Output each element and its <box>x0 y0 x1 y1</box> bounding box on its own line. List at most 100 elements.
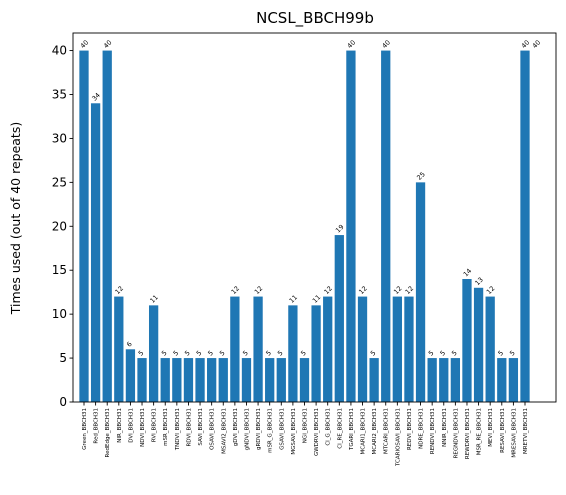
data-label: 5 <box>241 349 250 358</box>
x-tick-label: mSR_G_BBCH31 <box>268 408 274 453</box>
bar <box>299 358 310 402</box>
data-label: 12 <box>114 284 126 296</box>
data-label: 5 <box>160 349 169 358</box>
data-label: 40 <box>102 38 114 50</box>
y-tick-label: 0 <box>59 395 67 409</box>
y-axis-label: Times used (out of 40 repeats) <box>8 122 23 315</box>
x-tick-label: RESAVI_BBCH31 <box>500 408 506 453</box>
x-tick-label: NNIR_BBCH31 <box>442 408 448 447</box>
data-label-extra: 40 <box>531 38 543 50</box>
bar <box>195 358 205 402</box>
x-tick-label: GWDRVI_BBCH31 <box>314 408 320 456</box>
data-label: 40 <box>79 38 91 50</box>
x-tick-label: gDVI_BBCH31 <box>233 408 239 446</box>
data-label: 25 <box>415 170 427 182</box>
data-label: 12 <box>253 284 265 296</box>
y-tick-label: 40 <box>52 44 67 58</box>
x-tick-label: gRDVI_BBCH31 <box>256 408 262 450</box>
data-label: 5 <box>450 349 459 358</box>
x-tick-label: CI_RE_BBCH31 <box>337 408 343 449</box>
data-label: 5 <box>497 349 506 358</box>
x-tick-label: CI_G_BBCH31 <box>326 408 332 446</box>
data-label: 40 <box>520 38 532 50</box>
x-tick-label: NDVI_BBCH31 <box>140 408 146 447</box>
x-tick-label: OSAVI_BBCH31 <box>210 408 216 450</box>
bar <box>288 305 298 402</box>
chart-title: NCSL_BBCH99b <box>256 9 374 28</box>
x-tick-label: REWDRVI_BBCH31 <box>465 408 471 459</box>
plot-area: 40 Green_BBCH31 34 Red_BBCH31 40 RedEdge_BBCH… <box>52 32 557 467</box>
bar <box>265 358 275 402</box>
x-tick-label: RDVI_BBCH31 <box>186 408 192 447</box>
data-label: 5 <box>264 349 273 358</box>
x-tick-label: Green_BBCH31 <box>82 408 88 450</box>
bar <box>218 358 228 402</box>
y-tick-label: 25 <box>52 175 67 189</box>
data-label: 5 <box>195 349 204 358</box>
bar <box>125 349 136 402</box>
x-tick-label: MGSAVI_BBCH31 <box>291 408 297 455</box>
data-label: 5 <box>206 349 215 358</box>
x-tick-label: MRETVI_BBCH31 <box>523 408 529 454</box>
bar <box>392 296 402 402</box>
bar <box>114 296 124 402</box>
data-label: 5 <box>299 349 308 358</box>
data-label: 12 <box>404 284 416 296</box>
bar <box>462 279 472 402</box>
y-tick-label: 30 <box>52 131 67 145</box>
x-tick-label: Red_BBCH31 <box>94 408 100 444</box>
bar <box>404 296 414 402</box>
data-label: 5 <box>439 349 448 358</box>
x-tick-label: RENDVI_BBCH31 <box>430 408 436 454</box>
bar <box>497 358 507 402</box>
data-label: 5 <box>183 349 192 358</box>
x-tick-label: RedEdge_BBCH31 <box>105 408 111 457</box>
x-tick-label: MRESAVI_BBCH31 <box>511 408 517 458</box>
x-tick-label: TGARI_BBCH31 <box>349 408 355 451</box>
data-label: 12 <box>357 284 369 296</box>
bar <box>473 287 484 402</box>
bar <box>148 305 159 402</box>
data-label: 19 <box>334 223 346 235</box>
data-label: 5 <box>276 349 285 358</box>
x-tick-label: gNDVI_BBCH31 <box>244 408 250 450</box>
bar <box>439 358 449 402</box>
x-tick-label: NGI_BBCH31 <box>303 408 309 443</box>
bar <box>334 235 344 402</box>
data-label: 6 <box>125 340 134 349</box>
x-tick-label: MCARI1_BBCH31 <box>361 408 367 454</box>
x-tick-label: REDVI_BBCH31 <box>407 408 413 450</box>
bar <box>172 358 182 402</box>
bar <box>520 50 530 402</box>
y-tick-label: 5 <box>59 351 67 365</box>
data-label: 11 <box>311 293 323 305</box>
bar <box>90 103 101 402</box>
bar <box>102 50 112 402</box>
data-label: 5 <box>369 349 378 358</box>
x-tick-label: TNDVI_BBCH31 <box>175 408 181 451</box>
x-tick-label: MSAVI2_BBCH31 <box>221 408 227 454</box>
bar <box>183 358 194 402</box>
y-tick-label: 10 <box>52 307 67 321</box>
data-label: 5 <box>137 349 146 358</box>
bar <box>241 358 252 402</box>
x-tick-label: NIR_BBCH31 <box>117 408 123 443</box>
bar <box>485 296 495 402</box>
data-label: 14 <box>462 267 474 279</box>
bar <box>160 358 170 402</box>
bar <box>207 358 217 402</box>
data-label: 12 <box>322 284 334 296</box>
bar <box>427 358 437 402</box>
data-label: 34 <box>90 91 102 103</box>
bar <box>415 182 426 402</box>
x-tick-label: NDRE_BBCH31 <box>419 408 425 449</box>
x-tick-label: GSAVI_BBCH31 <box>279 408 285 450</box>
bar <box>323 296 333 402</box>
bar <box>346 50 356 402</box>
data-label: 5 <box>218 349 227 358</box>
axes-frame <box>72 32 557 403</box>
data-label: 5 <box>508 349 517 358</box>
bar <box>357 296 368 402</box>
data-label: 40 <box>380 38 392 50</box>
